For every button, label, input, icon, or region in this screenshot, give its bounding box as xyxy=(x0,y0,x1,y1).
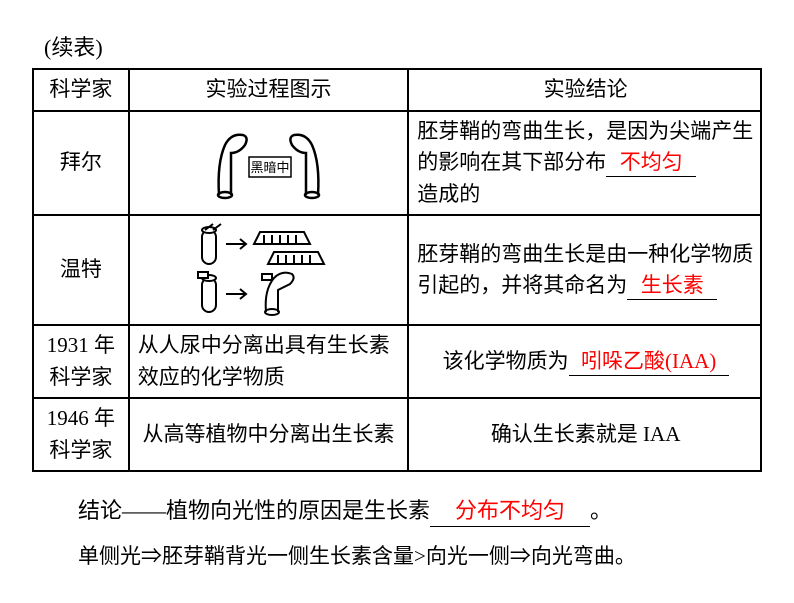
scientist-cell: 1931 年 科学家 xyxy=(33,325,129,398)
conclusion-text: 造成的 xyxy=(417,182,480,206)
scientist-cell: 1946 年 科学家 xyxy=(33,398,129,471)
header-conclusion: 实验结论 xyxy=(408,69,761,111)
scientist-cell: 拜尔 xyxy=(33,111,129,216)
conclusion-pre: 结论——植物向光性的原因是生长素 xyxy=(78,498,430,523)
answer-blank: 分布不均匀 xyxy=(430,497,590,527)
process-cell: 从人尿中分离出具有生长素效应的化学物质 xyxy=(129,325,409,398)
process-cell: 从高等植物中分离出生长素 xyxy=(129,398,409,471)
table-header-row: 科学家 实验过程图示 实验结论 xyxy=(33,69,761,111)
went-experiment-icon xyxy=(168,222,368,318)
conclusion-line: 结论——植物向光性的原因是生长素分布不均匀。 xyxy=(78,490,764,532)
diagram-cell-went xyxy=(129,215,409,325)
conclusion-text: 胚芽鞘的弯曲生长，是因为尖端产生的影响在其下部分布 xyxy=(417,119,753,175)
scientist-label: 科学家 xyxy=(49,365,112,389)
diagram-cell-baier: 黑暗中 xyxy=(129,111,409,216)
sub-line: 单侧光⇒胚芽鞘背光一侧生长素含量>向光一侧⇒向光弯曲。 xyxy=(78,540,764,570)
dark-label: 黑暗中 xyxy=(251,160,290,175)
conclusion-cell: 胚芽鞘的弯曲生长，是因为尖端产生的影响在其下部分布不均匀 造成的 xyxy=(408,111,761,216)
scientist-label: 科学家 xyxy=(49,438,112,462)
scientist-cell: 温特 xyxy=(33,215,129,325)
answer-blank: 吲哚乙酸(IAA) xyxy=(569,348,729,376)
scientist-year: 1931 年 xyxy=(47,333,115,357)
table-row: 1946 年 科学家 从高等植物中分离出生长素 确认生长素就是 IAA xyxy=(33,398,761,471)
table-row: 温特 xyxy=(33,215,761,325)
table-caption: (续表) xyxy=(44,30,764,62)
conclusion-cell: 该化学物质为吲哚乙酸(IAA) xyxy=(408,325,761,398)
answer-blank: 生长素 xyxy=(627,272,717,300)
header-scientist: 科学家 xyxy=(33,69,129,111)
table-row: 1931 年 科学家 从人尿中分离出具有生长素效应的化学物质 该化学物质为吲哚乙… xyxy=(33,325,761,398)
conclusion-cell: 胚芽鞘的弯曲生长是由一种化学物质引起的，并将其命名为生长素 xyxy=(408,215,761,325)
conclusion-post: 。 xyxy=(590,498,612,523)
experiment-table: 科学家 实验过程图示 实验结论 拜尔 黑暗中 胚芽鞘的弯曲生长，是因为尖端产生的… xyxy=(32,68,762,472)
conclusion-cell: 确认生长素就是 IAA xyxy=(408,398,761,471)
coleoptile-dark-icon: 黑暗中 xyxy=(173,123,363,203)
header-diagram: 实验过程图示 xyxy=(129,69,409,111)
scientist-year: 1946 年 xyxy=(47,406,115,430)
conclusion-text: 该化学物质为 xyxy=(443,349,569,373)
table-row: 拜尔 黑暗中 胚芽鞘的弯曲生长，是因为尖端产生的影响在其下部分布不均匀 造成的 xyxy=(33,111,761,216)
answer-blank: 不均匀 xyxy=(606,149,696,177)
